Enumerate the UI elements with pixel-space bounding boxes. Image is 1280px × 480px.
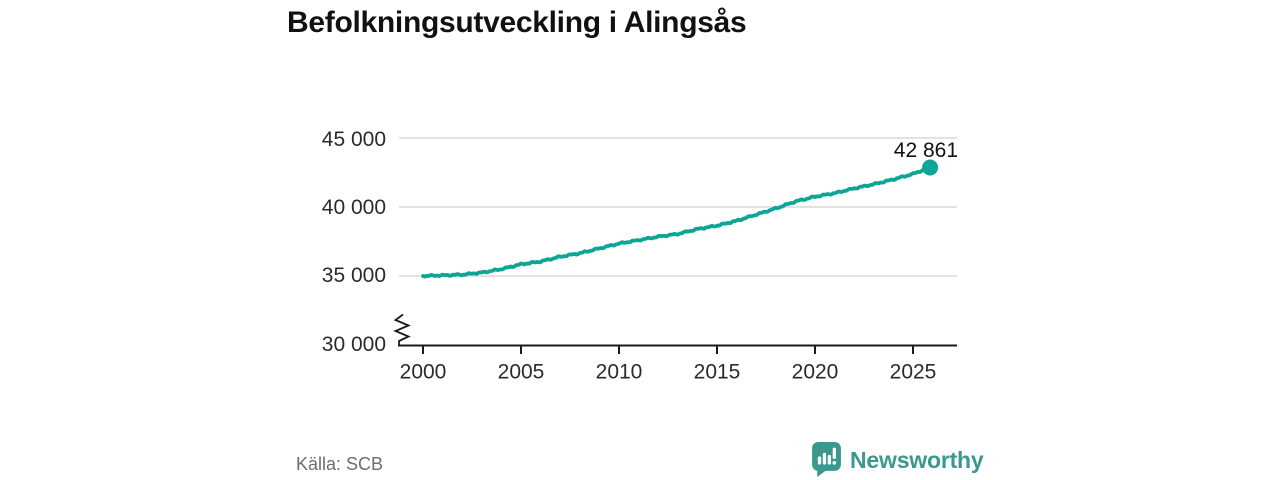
chart-title: Befolkningsutveckling i Alingsås [287,6,747,39]
exclamation-dot [832,461,837,465]
y-tick-label-45000: 45 000 [322,128,386,151]
population-line [421,165,932,279]
population-chart: 45 000 40 000 35 000 30 000 2000 2005 20… [322,128,958,384]
source-label: Källa: SCB [296,454,384,474]
brand-name: Newsworthy [850,446,984,473]
y-tick-label-35000: 35 000 [322,264,386,287]
newsworthy-speech-bubble-bar-chart-icon [812,442,841,477]
x-tick-marks [422,346,914,354]
bar-2 [822,452,827,465]
exclamation-bar [832,447,836,459]
x-tick-label-2010: 2010 [596,361,643,384]
x-tick-label-2025: 2025 [890,361,937,384]
x-tick-label-2005: 2005 [498,361,545,384]
bar-3 [827,454,832,465]
x-tick-label-2015: 2015 [694,361,741,384]
bar-1 [817,456,822,465]
y-axis-break-icon [393,313,411,346]
y-tick-label-30000: 30 000 [322,333,386,356]
end-value-label: 42 861 [894,139,958,162]
end-point-dot [922,159,939,176]
x-tick-label-2000: 2000 [400,361,447,384]
x-tick-label-2020: 2020 [792,361,839,384]
y-tick-label-40000: 40 000 [322,196,386,219]
newsworthy-logo: Newsworthy [812,442,984,477]
speech-bubble-shape [812,442,841,477]
